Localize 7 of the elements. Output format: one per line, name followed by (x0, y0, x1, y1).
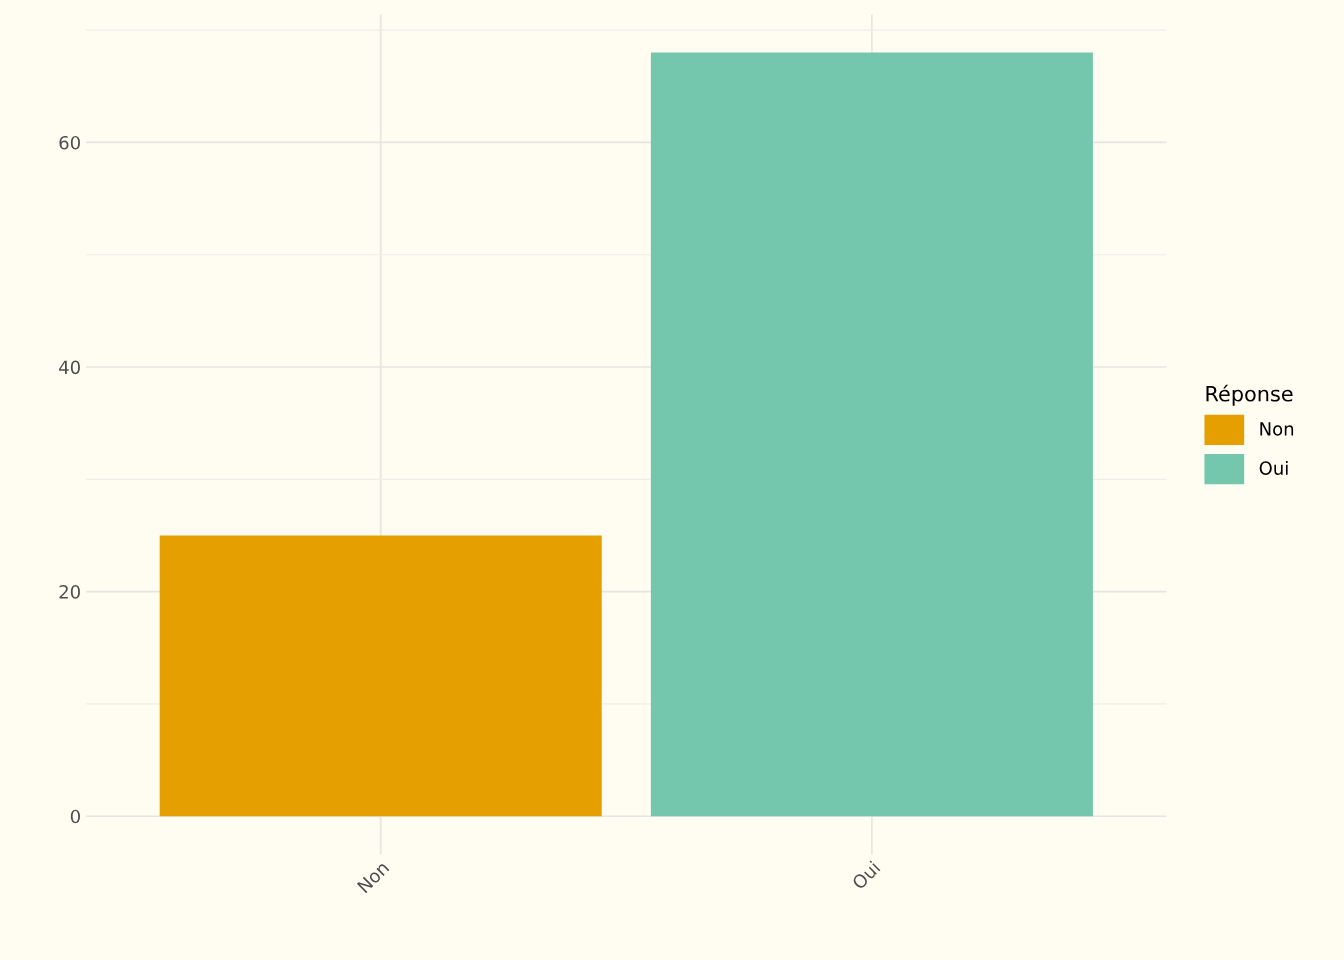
legend-label: Oui (1259, 460, 1288, 475)
y-tick-label: 60 (59, 135, 80, 150)
y-tick-label: 0 (70, 809, 80, 824)
y-tick-label: 20 (59, 585, 80, 599)
legend-label: Non (1260, 422, 1294, 436)
legend-title: Réponse (1206, 384, 1293, 406)
y-tick-label: 40 (59, 360, 80, 375)
